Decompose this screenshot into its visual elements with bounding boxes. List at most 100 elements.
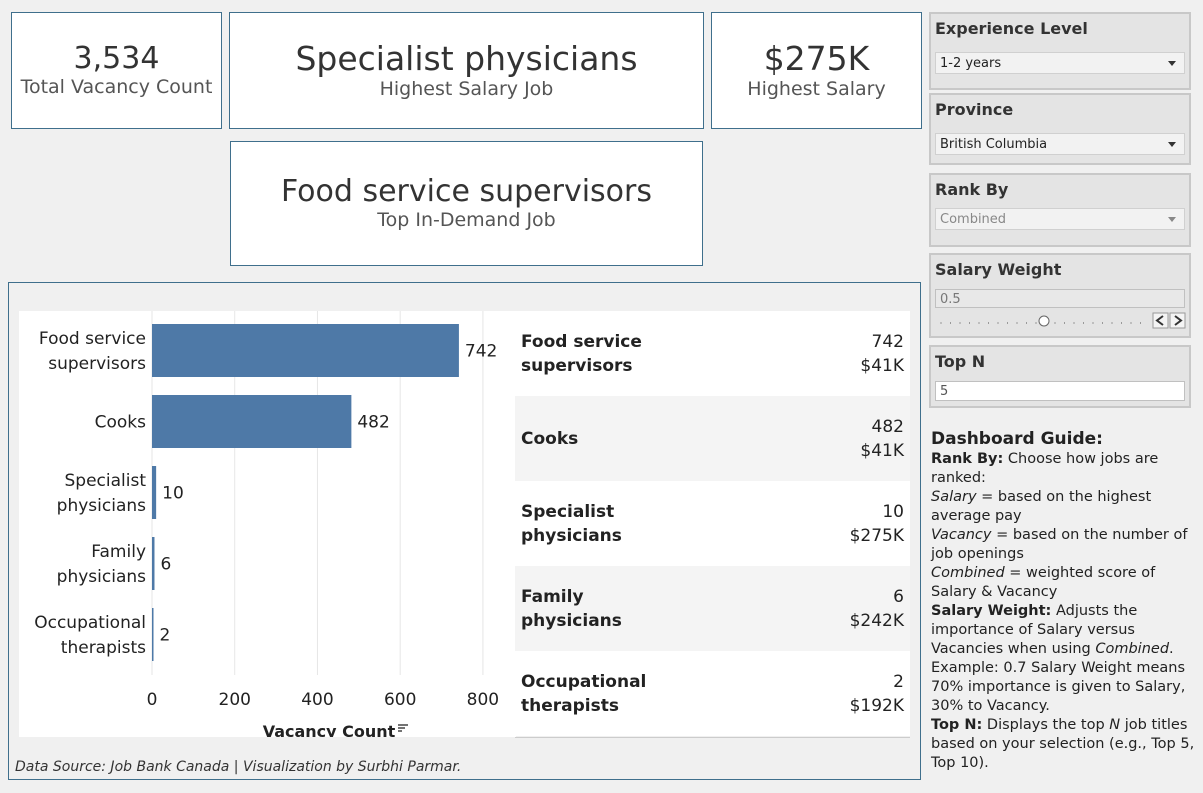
table-row-salary: $242K	[849, 610, 904, 631]
table-row-vacancy: 742	[871, 331, 904, 352]
table-row-salary: $41K	[860, 440, 904, 461]
guide-vacancy-def: Vacancy = based on the number of job ope…	[931, 527, 1188, 562]
bar-value-label: 10	[162, 484, 184, 504]
table-row-values: 2 $192K	[850, 670, 904, 718]
filter-rank-by: Rank By Combined	[929, 173, 1191, 247]
kpi-highest-salary-value: $275K	[763, 39, 870, 79]
category-label: Occupational	[34, 613, 146, 633]
bar-value-label: 482	[357, 413, 389, 433]
chevron-down-icon	[1168, 217, 1176, 222]
table-row[interactable]: Family physicians 6 $242K	[515, 566, 910, 651]
guide-combined-def: Combined = weighted score of Salary & Va…	[931, 565, 1156, 600]
x-tick-label: 600	[384, 690, 416, 710]
table-row-values: 482 $41K	[860, 415, 904, 463]
bar-value-label: 6	[160, 555, 171, 575]
chevron-down-icon	[1168, 61, 1176, 66]
table-row-salary: $192K	[849, 695, 904, 716]
province-value: British Columbia	[940, 137, 1048, 152]
table-row-salary: $41K	[860, 355, 904, 376]
table-row[interactable]: Occupational therapists 2 $192K	[515, 651, 910, 736]
table-row-salary: $275K	[849, 525, 904, 546]
filter-province: Province British Columbia	[929, 93, 1191, 165]
table-row-vacancy: 2	[893, 671, 904, 692]
table-row-job-name: Specialist physicians	[521, 501, 622, 546]
table-row[interactable]: Cooks 482 $41K	[515, 396, 910, 481]
kpi-top-demand-job-value: Food service supervisors	[281, 173, 652, 209]
filter-rank-by-title: Rank By	[935, 180, 1009, 199]
table-row-values: 10 $275K	[850, 500, 904, 548]
slider-increment-button[interactable]	[1169, 312, 1186, 329]
chevron-down-icon	[1168, 142, 1176, 147]
bar	[152, 537, 155, 590]
bar-value-label: 2	[160, 626, 171, 646]
slider-thumb[interactable]	[1038, 315, 1050, 327]
chart-panel: 0 200 400 600 800 Vacancy Count 742 Food servic…	[8, 282, 921, 780]
table-row-vacancy: 10	[882, 501, 904, 522]
category-label: physicians	[57, 496, 146, 516]
category-label: Specialist	[65, 471, 147, 491]
bar	[152, 395, 352, 448]
filter-top-n: Top N 5	[929, 345, 1191, 408]
table-divider	[515, 737, 910, 738]
salary-weight-slider[interactable]	[935, 312, 1189, 332]
slider-decrement-button[interactable]	[1152, 312, 1169, 329]
table-row-job-name: Occupational therapists	[521, 671, 647, 716]
table-row-job-name: Family physicians	[521, 586, 622, 631]
table-row[interactable]: Specialist physicians 10 $275K	[515, 481, 910, 566]
bar-value-label: 742	[465, 342, 497, 362]
top-n-input[interactable]: 5	[935, 381, 1185, 401]
category-label: Food service	[39, 329, 146, 349]
top-n-value: 5	[940, 384, 949, 399]
experience-level-value: 1-2 years	[940, 56, 1002, 71]
guide-top-n: Top N: Displays the top N job titles bas…	[931, 717, 1195, 771]
filter-experience-title: Experience Level	[935, 19, 1088, 38]
kpi-highest-salary-job-value: Specialist physicians	[295, 39, 638, 79]
salary-weight-input[interactable]: 0.5	[935, 289, 1185, 308]
kpi-total-vacancy-value: 3,534	[73, 40, 160, 76]
dashboard-guide: Dashboard Guide: Rank By: Choose how job…	[931, 428, 1197, 773]
table-row-vacancy: 6	[893, 586, 904, 607]
guide-rank-by: Rank By: Choose how jobs are ranked:	[931, 451, 1159, 486]
category-label: Family	[91, 542, 146, 562]
kpi-highest-salary-job: Specialist physicians Highest Salary Job	[229, 12, 704, 129]
x-tick-label: 0	[147, 690, 158, 710]
guide-salary-def: Salary = based on the highest average pa…	[931, 489, 1152, 524]
chevron-right-icon	[1174, 315, 1183, 326]
x-tick-label: 800	[467, 690, 499, 710]
kpi-top-demand-job-label: Top In-Demand Job	[377, 209, 556, 232]
bar-chart-area: 0 200 400 600 800 Vacancy Count 742 Food servic…	[19, 311, 516, 737]
bar	[152, 466, 157, 519]
job-table: Food service supervisors 742 $41K Cooks 4…	[515, 311, 910, 738]
filter-salary-weight-title: Salary Weight	[935, 260, 1062, 279]
x-axis-title: Vacancy Count	[263, 722, 396, 737]
filter-top-n-title: Top N	[935, 352, 986, 371]
kpi-top-demand-job: Food service supervisors Top In-Demand J…	[230, 141, 703, 266]
slider-ticks	[940, 322, 1141, 324]
kpi-total-vacancy-label: Total Vacancy Count	[20, 76, 213, 99]
kpi-highest-salary-label: Highest Salary	[747, 78, 886, 101]
rank-by-value: Combined	[940, 212, 1007, 227]
table-row-vacancy: 482	[871, 416, 904, 437]
kpi-highest-salary-job-label: Highest Salary Job	[379, 78, 554, 101]
guide-salary-weight: Salary Weight: Adjusts the importance of…	[931, 603, 1186, 714]
chevron-left-icon	[1155, 315, 1164, 326]
bar	[152, 324, 459, 377]
category-label: supervisors	[48, 354, 146, 374]
guide-title: Dashboard Guide:	[931, 429, 1103, 449]
kpi-highest-salary: $275K Highest Salary	[711, 12, 922, 129]
experience-level-dropdown[interactable]: 1-2 years	[935, 52, 1185, 74]
vacancy-bar-chart: 0 200 400 600 800 Vacancy Count 742 Food servic…	[34, 311, 499, 737]
filter-experience-level: Experience Level 1-2 years	[929, 12, 1191, 90]
salary-weight-value: 0.5	[940, 292, 961, 307]
kpi-total-vacancy: 3,534 Total Vacancy Count	[11, 12, 222, 129]
bar	[152, 608, 154, 661]
filter-province-title: Province	[935, 100, 1014, 119]
table-row[interactable]: Food service supervisors 742 $41K	[515, 311, 910, 396]
category-label: therapists	[61, 638, 146, 658]
x-tick-label: 200	[219, 690, 251, 710]
table-row-job-name: Cooks	[521, 428, 579, 449]
province-dropdown[interactable]: British Columbia	[935, 133, 1185, 155]
rank-by-dropdown[interactable]: Combined	[935, 208, 1185, 230]
category-label: physicians	[57, 567, 146, 587]
data-source-caption: Data Source: Job Bank Canada | Visualiza…	[15, 759, 462, 775]
